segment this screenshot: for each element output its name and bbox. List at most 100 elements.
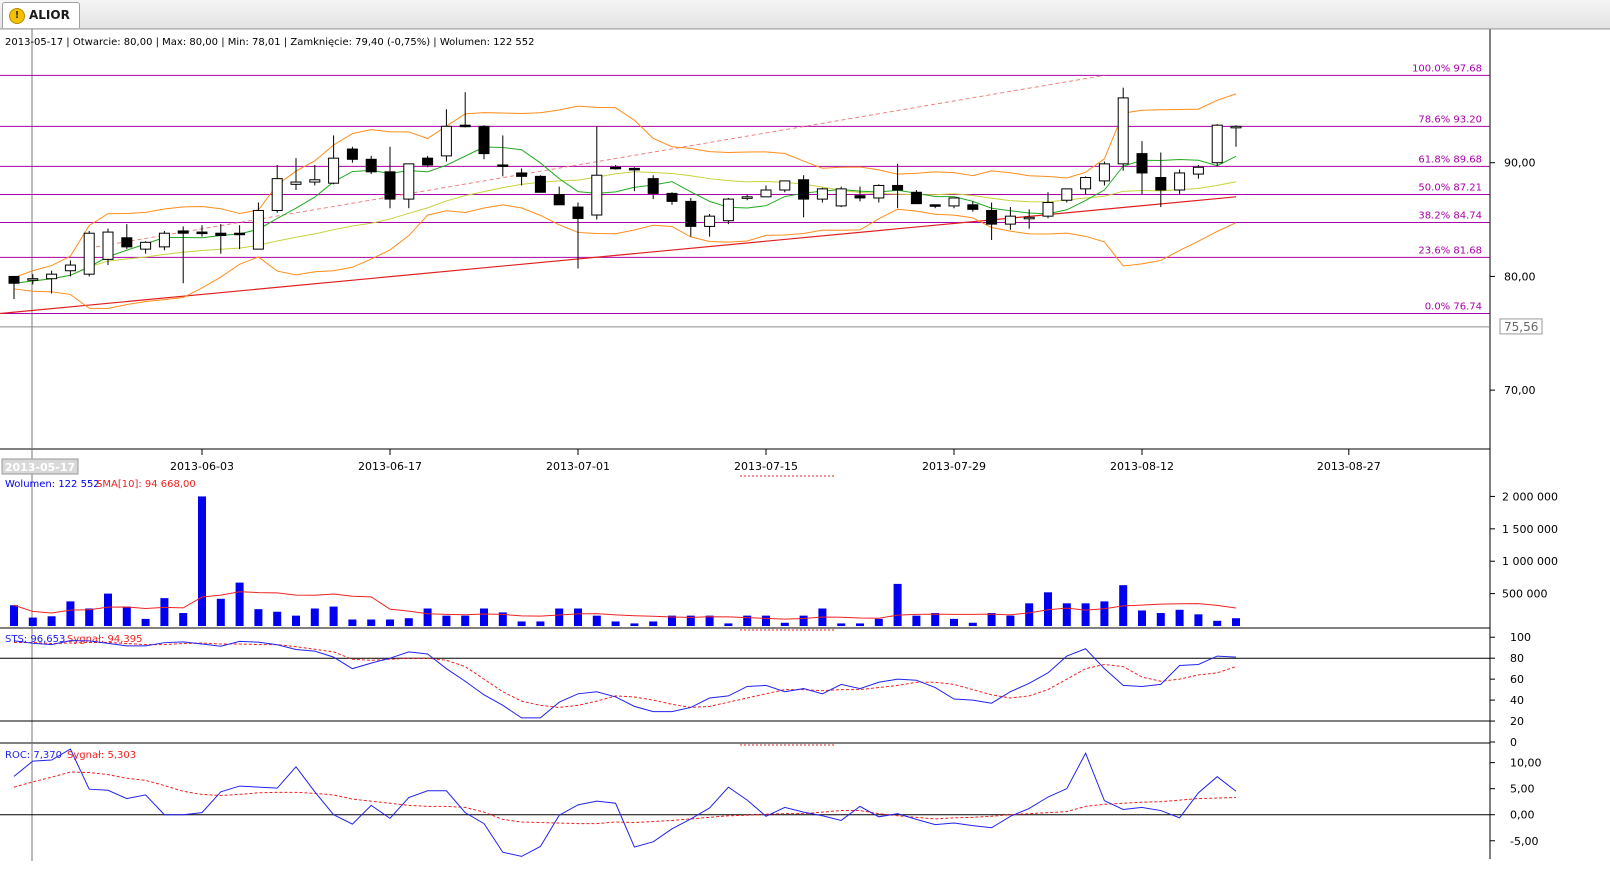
candle-body: [158, 232, 170, 248]
candle: [440, 109, 452, 162]
candle: [8, 275, 20, 300]
candle-body: [591, 174, 603, 216]
candle-body: [83, 232, 95, 275]
candle: [1004, 207, 1016, 230]
volume-bar: [442, 615, 451, 626]
candle-body: [290, 181, 302, 185]
volume-bar: [310, 608, 319, 626]
volume-bar: [950, 618, 958, 626]
volume-bar: [47, 616, 56, 626]
volume-sma-legend: SMA[10]: 94 668,00: [96, 479, 196, 490]
fib-label: 38.2% 84.74: [1418, 211, 1482, 222]
volume-bar: [66, 601, 75, 626]
candle-body: [553, 194, 565, 206]
x-tick-label: 2013-06-17: [358, 460, 422, 473]
fib-label: 50.0% 87.21: [1418, 182, 1482, 193]
candle: [177, 226, 189, 284]
candle: [534, 175, 546, 193]
volume-bar: [1062, 603, 1071, 626]
volume-bar: [912, 615, 921, 626]
price-tick-label: 70,00: [1504, 384, 1536, 397]
candle-body: [666, 192, 678, 202]
support-trendline: [0, 196, 1237, 315]
x-tick-label: 2013-08-12: [1110, 460, 1174, 473]
candle: [986, 202, 998, 241]
candle: [83, 230, 95, 277]
candle-body: [1042, 202, 1054, 217]
volume-tick-label: 500 000: [1502, 588, 1548, 601]
x-tick-label: 2013-06-03: [170, 460, 234, 473]
tab-alior[interactable]: ! ALIOR: [2, 2, 80, 28]
volume-bar: [630, 623, 639, 626]
fib-label: 100.0% 97.68: [1412, 63, 1482, 74]
candle: [140, 241, 152, 254]
candle-body: [873, 184, 885, 199]
candle-body: [121, 237, 133, 248]
volume-bar: [104, 593, 112, 626]
volume-bar: [762, 615, 770, 626]
roc-tick-label: 10,00: [1510, 757, 1542, 770]
volume-sma-line: [13, 591, 1237, 620]
candle-body: [685, 200, 697, 227]
volume-bar: [1006, 615, 1015, 626]
candle: [948, 197, 960, 209]
volume-legend: Wolumen: 122 552: [5, 479, 100, 490]
candle: [1098, 161, 1110, 186]
candle: [967, 201, 979, 212]
x-tick-label: 2013-07-01: [546, 460, 610, 473]
candle-body: [8, 275, 20, 284]
volume-bar: [10, 605, 18, 626]
volume-bar: [536, 621, 545, 626]
roc-tick-label: 5,00: [1510, 783, 1535, 796]
sma-long-line: [13, 171, 1237, 284]
fib-label: 78.6% 93.20: [1418, 114, 1482, 125]
volume-bar: [517, 621, 526, 626]
candle: [572, 202, 584, 269]
candle: [1192, 164, 1204, 179]
volume-bar: [893, 583, 902, 626]
candle-body: [910, 191, 922, 205]
volume-bar: [1025, 603, 1034, 626]
volume-bar: [611, 621, 620, 626]
volume-bar: [386, 619, 394, 626]
candle: [1174, 169, 1186, 195]
x-tick-label: 2013-07-15: [734, 460, 798, 473]
candle: [929, 204, 941, 209]
candle: [64, 260, 76, 277]
candle-body: [572, 206, 584, 219]
candle-body: [403, 163, 415, 200]
volume-bar: [480, 608, 488, 626]
candle-body: [1155, 176, 1167, 191]
chart-area[interactable]: 2013-05-17 | Otwarcie: 80,00 | Max: 80,0…: [0, 29, 1610, 894]
x-tick-label: 2013-07-29: [922, 460, 986, 473]
candle: [741, 194, 753, 201]
candle: [328, 135, 340, 185]
roc-legend: ROC: 7,370: [5, 750, 62, 761]
candle: [628, 167, 640, 192]
candle-body: [610, 166, 622, 170]
roc-line: [13, 748, 1237, 857]
candle: [647, 175, 659, 200]
candle: [873, 184, 885, 203]
roc-signal-legend: Sygnał: 5,303: [67, 750, 136, 761]
volume-bar: [367, 619, 376, 626]
candle: [760, 185, 772, 198]
candle: [1117, 87, 1129, 171]
candle-body: [140, 241, 152, 250]
sts-legend: STS: 96,653: [5, 634, 65, 645]
candle-body: [534, 175, 546, 193]
candle-body: [177, 230, 189, 234]
candle: [591, 126, 603, 220]
roc-tick-label: -5,00: [1510, 835, 1538, 848]
sts-pane: STS: 96,653 Sygnał: 94,395 100 80 60 40 20 0: [0, 631, 1531, 749]
candle-body: [234, 232, 246, 236]
candle: [271, 164, 283, 213]
price-marker-box: [1499, 318, 1543, 335]
candle-body: [967, 204, 979, 210]
candle: [346, 146, 358, 163]
x-cursor-label: 2013-05-17: [5, 461, 75, 474]
volume-bar: [179, 613, 188, 626]
candle: [854, 186, 866, 202]
price-tick-label: 90,00: [1504, 157, 1536, 170]
volume-bar: [743, 615, 752, 626]
